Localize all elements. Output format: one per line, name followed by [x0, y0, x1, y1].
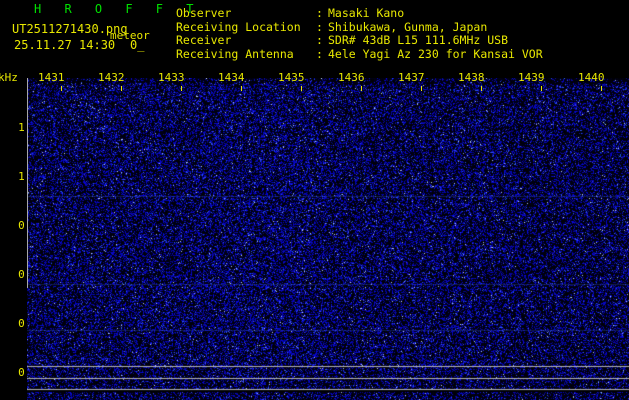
- info-key: Observer: [176, 6, 232, 20]
- info-colon: :: [316, 19, 323, 34]
- info-value: 4ele Yagi Az 230 for Kansai VOR: [328, 46, 543, 61]
- table-row: Receiving Antenna : 4ele Yagi Az 230 for…: [176, 46, 543, 62]
- table-row: Receiver : SDR# 43dB L15 111.6MHz USB: [176, 33, 543, 48]
- timestamp-label: 25.11.27 14:30: [14, 38, 116, 52]
- info-value: Shibukawa, Gunma, Japan: [328, 19, 488, 34]
- table-row: Receiving Location : Shibukawa, Gunma, J…: [176, 19, 543, 35]
- page-title: H R O F F T: [34, 2, 202, 16]
- spectrogram-image: [27, 78, 629, 400]
- noise-floor-canvas: [27, 78, 629, 400]
- left-rail-marker: [27, 78, 28, 288]
- info-key: Receiver: [176, 33, 232, 47]
- info-value: SDR# 43dB L15 111.6MHz USB: [328, 33, 509, 47]
- sequence-label: 0_: [130, 38, 145, 52]
- info-value: Masaki Kano: [328, 6, 405, 20]
- mode-tag-label: meteor: [110, 29, 150, 42]
- station-info-table: Observer : Masaki Kano Receiving Locatio…: [176, 6, 543, 62]
- info-colon: :: [316, 46, 323, 61]
- info-key: Receiving Antenna: [176, 46, 294, 61]
- info-colon: :: [316, 33, 323, 47]
- info-colon: :: [316, 6, 323, 20]
- y-axis-label: kHz: [0, 71, 18, 84]
- table-row: Observer : Masaki Kano: [176, 6, 543, 21]
- station-info-body: Observer : Masaki Kano Receiving Locatio…: [176, 6, 543, 62]
- info-key: Receiving Location: [176, 19, 301, 34]
- filename-label: UT2511271430.png: [12, 22, 128, 36]
- spectrogram-panel: kHz 1.11.00.90.80.70.6 14311432143314341…: [0, 70, 629, 400]
- header-panel: H R O F F T UT2511271430.png meteor 25.1…: [0, 0, 629, 70]
